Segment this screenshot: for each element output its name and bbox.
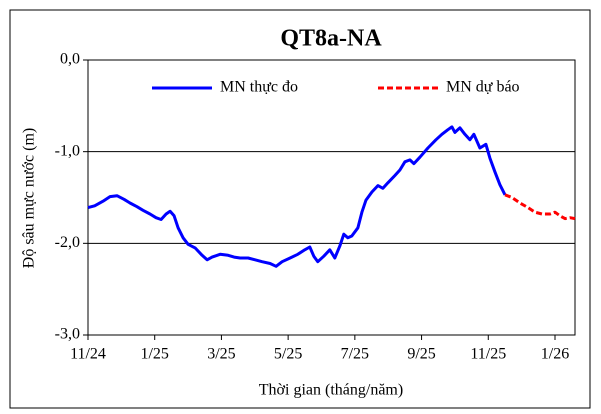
x-tick-label: 11/24 [70, 346, 106, 363]
data-line [87, 125, 507, 268]
x-tick-label: 11/25 [470, 346, 506, 363]
x-tick-label: 1/25 [140, 346, 168, 363]
data-line [504, 193, 576, 221]
x-tick-label: 5/25 [274, 346, 302, 363]
y-axis-label: Độ sâu mực nước (m) [21, 128, 38, 268]
x-tick-label: 3/25 [207, 346, 235, 363]
y-tick-label: 0,0 [60, 51, 80, 68]
legend-label: MN dự báo [446, 79, 520, 96]
x-tick-label: 7/25 [341, 346, 369, 363]
y-tick-label: -3,0 [55, 326, 80, 343]
chart-title: QT8a-NA [280, 26, 382, 52]
legend-label: MN thực đo [220, 79, 298, 96]
x-tick-label: 9/25 [407, 346, 435, 363]
y-tick-label: -2,0 [55, 234, 80, 251]
y-tick-label: -1,0 [55, 142, 80, 159]
plot-area [87, 59, 576, 336]
x-axis-label: Thời gian (tháng/năm) [259, 382, 403, 399]
x-tick-label: 1/26 [541, 346, 569, 363]
